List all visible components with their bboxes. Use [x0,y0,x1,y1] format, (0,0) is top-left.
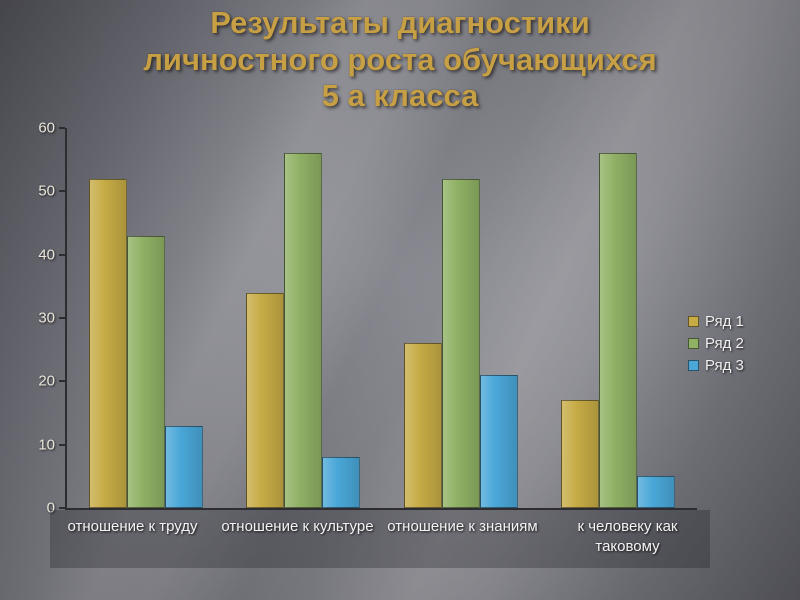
y-tick-label: 50 [38,182,55,200]
bar [126,235,165,508]
y-tick-mark [59,443,65,446]
legend-label: Ряд 3 [705,357,744,374]
bar [403,343,442,508]
x-axis-labels: отношение к труду отношение к культуре отн… [50,510,710,568]
legend-label: Ряд 1 [705,313,744,330]
legend: Ряд 1 Ряд 2 Ряд 3 [688,308,760,379]
plot-area [65,128,697,510]
bar [479,375,518,508]
x-category-label: к человеку как таковому [577,518,678,555]
bar [637,476,676,508]
legend-item: Ряд 3 [688,357,760,374]
slide-title: Результаты диагностики личностного роста… [0,5,800,115]
y-tick-mark [59,190,65,193]
bar [561,400,600,508]
bar [164,425,203,508]
bar [441,178,480,508]
bar [322,457,361,508]
bar-group [382,128,540,508]
y-tick-mark [59,507,65,509]
legend-item: Ряд 2 [688,335,760,352]
bar-group [540,128,698,508]
y-tick-label: 30 [38,309,55,327]
x-category-label: отношение к культуре [221,518,374,535]
legend-item: Ряд 1 [688,313,760,330]
y-tick-label: 10 [38,436,55,454]
bar [88,178,127,508]
y-axis: 0 10 20 30 40 50 60 [30,120,65,517]
bar [246,292,285,508]
y-tick-mark [59,127,65,129]
y-tick-mark [59,253,65,256]
bar-chart: 0 10 20 30 40 50 60 отношение к труду отношение… [30,120,760,572]
slide-title-line-1: Результаты диагностики [210,5,590,40]
bar [599,153,638,508]
x-category-label: отношение к знаниям [387,518,538,535]
y-tick-label: 20 [38,372,55,390]
legend-swatch [688,360,699,371]
y-tick-mark [59,380,65,383]
bar-group [67,128,225,508]
bar [284,153,323,508]
bar-group [225,128,383,508]
legend-swatch [688,338,699,349]
x-category-label: отношение к труду [67,518,198,535]
slide-title-line-2: личностного роста обучающихся [143,41,657,77]
slide-title-line-3: 5 а класса [321,78,479,114]
legend-swatch [688,316,699,327]
y-tick-label: 0 [46,499,55,517]
y-tick-label: 40 [38,246,55,264]
legend-label: Ряд 2 [705,335,744,352]
y-tick-label: 60 [38,119,55,137]
y-tick-mark [59,317,65,319]
